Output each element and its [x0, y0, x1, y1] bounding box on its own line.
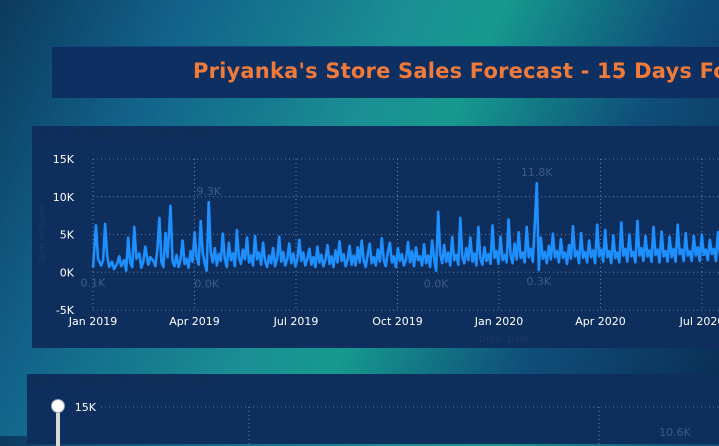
data-label: 0.0K [424, 277, 449, 290]
sales-series-line [91, 181, 719, 272]
data-label: 0.0K [194, 277, 219, 290]
x-tick-label: Jan 2019 [68, 315, 117, 328]
y-tick-label: 15K [53, 153, 75, 166]
x-tick-label: Apr 2019 [169, 315, 220, 328]
x-tick-label: Jul 2020 [679, 315, 719, 328]
y-tick-label: 5K [60, 229, 75, 242]
y-tick-label: 15K [75, 401, 97, 414]
x-tick-label: Jul 2019 [273, 315, 319, 328]
data-label: 0.1K [81, 276, 106, 289]
report-banner: Priyanka's Store Sales Forecast - 15 Day… [52, 46, 719, 98]
date-slider-handle[interactable] [51, 399, 65, 413]
x-tick-label: Apr 2020 [575, 315, 626, 328]
forecast-line-chart[interactable]: 15K 10.6K [27, 374, 719, 444]
y-tick-label: 10K [53, 191, 75, 204]
y-tick-label: 0K [60, 266, 75, 279]
chart-title-2: Sum of Sales by Order Date [31, 375, 212, 390]
date-slider-track[interactable] [56, 406, 60, 446]
chart-title: Sum of Sales by Order Date [36, 127, 217, 142]
forecast-chart-panel[interactable]: Sum of Sales by Order Date 15K 10.6K [27, 374, 719, 444]
data-label: 9.3K [196, 185, 221, 198]
data-label: 11.8K [521, 166, 553, 179]
x-tick-label: Jan 2020 [474, 315, 523, 328]
report-title: Priyanka's Store Sales Forecast - 15 Day… [193, 59, 719, 83]
x-tick-label: Oct 2019 [372, 315, 423, 328]
y-axis-title: Sum of Sales [38, 204, 48, 263]
data-label: 0.3K [526, 275, 551, 288]
y-tick-label: -5K [56, 304, 75, 317]
x-axis-title: Order Date [479, 335, 529, 345]
data-label: 10.6K [659, 426, 691, 439]
sales-chart-panel[interactable]: Sum of Sales by Order Date 15K 10K 5K 0K -5K… [32, 126, 719, 348]
